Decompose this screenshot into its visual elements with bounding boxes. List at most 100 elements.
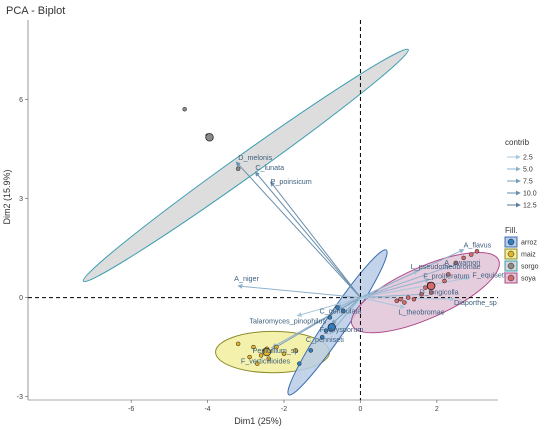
- variable-label-F_verticillioides: F_verticillioides: [241, 357, 291, 366]
- variable-arrow-P_poinsicum: [270, 181, 361, 298]
- data-point-maiz: [293, 348, 298, 353]
- variable-arrow-C_lunata: [254, 171, 361, 298]
- x-tick-label: -6: [128, 406, 134, 413]
- data-point-arroz: [319, 334, 325, 340]
- variable-label-F_oxysporum: F_oxysporum: [320, 325, 364, 334]
- x-tick-label: -2: [281, 406, 287, 413]
- data-point-soya: [405, 295, 411, 300]
- fill-legend-point: [507, 274, 515, 282]
- contrib-legend-label: 7.5: [523, 179, 533, 186]
- variable-arrow-D_longicolla: [360, 291, 425, 299]
- data-point-arroz: [297, 361, 302, 366]
- data-point-soya: [461, 255, 466, 261]
- centroid-soya: [426, 281, 436, 291]
- variable-label-L_theobromae: L_theobromae: [398, 307, 444, 316]
- fill-legend-label: soya: [521, 276, 536, 283]
- data-point-soya: [442, 278, 447, 284]
- data-point-maiz: [247, 354, 252, 360]
- x-tick-label: -4: [204, 406, 210, 413]
- data-point-maiz: [235, 341, 241, 347]
- data-point-maiz: [274, 344, 279, 350]
- variable-arrow-D_melonis: [235, 161, 361, 298]
- variable-label-C_penniseti: C_penniseti: [306, 335, 344, 344]
- variable-arrow-A_niger: [237, 283, 361, 299]
- variable-arrow-F_proliferatum: [360, 278, 431, 299]
- data-point-soya: [394, 298, 399, 304]
- y-tick-label: 0: [19, 295, 23, 302]
- variable-arrow-A_flavus: [360, 249, 465, 299]
- contrib-legend-label: 2.5: [523, 155, 533, 162]
- variable-arrow-A_awamori: [360, 265, 452, 299]
- data-point-soya: [411, 296, 417, 302]
- data-point-sorgo: [182, 106, 187, 112]
- data-point-arroz: [327, 315, 333, 320]
- centroid-sorgo: [205, 133, 214, 142]
- contrib-legend-title: contrib: [505, 138, 530, 147]
- chart-title: PCA - Biplot: [6, 5, 65, 17]
- data-point-soya: [428, 290, 434, 295]
- fill-legend-point: [507, 262, 515, 270]
- fill-legend-point: [507, 250, 515, 258]
- contrib-legend-label: 12.5: [523, 203, 537, 210]
- data-point-soya: [469, 252, 474, 257]
- variable-label-C_lunata: C_lunata: [255, 163, 284, 172]
- fill-legend-title: Fill.: [505, 226, 517, 235]
- variable-label-P_poinsicum: P_poinsicum: [271, 177, 312, 186]
- fill-legend-point: [507, 238, 515, 246]
- data-point-maiz: [281, 351, 287, 356]
- data-point-soya: [402, 300, 407, 305]
- variable-label-F_equiseti: F_equiseti: [472, 271, 506, 280]
- centroid-maiz: [262, 347, 272, 357]
- fill-legend-label: maiz: [521, 252, 536, 259]
- variable-label-F_proliferatum: F_proliferatum: [423, 271, 469, 280]
- variable-arrow-L_theobromae: [360, 297, 406, 310]
- data-point-maiz: [251, 344, 256, 350]
- variable-label-Talaromyces_pinophilus: Talaromyces_pinophilus: [249, 317, 326, 326]
- data-point-soya: [453, 260, 459, 266]
- fill-legend-label: sorgo: [521, 264, 539, 271]
- data-point-arroz: [308, 348, 314, 353]
- data-point-soya: [398, 296, 403, 302]
- data-point-maiz: [255, 361, 260, 366]
- variable-label-A_awamori: A_awamori: [444, 258, 480, 267]
- data-point-arroz: [335, 305, 340, 310]
- variable-label-Diaporthe_sp: Diaporthe_sp: [454, 298, 497, 307]
- data-point-maiz: [258, 353, 264, 358]
- confidence-ellipse-soya: [350, 251, 500, 334]
- centroid-arroz: [327, 323, 336, 332]
- y-tick-label: 3: [19, 196, 23, 203]
- confidence-ellipse-sorgo: [82, 48, 409, 283]
- data-point-arroz: [323, 328, 329, 333]
- fill-legend-label: arroz: [521, 240, 537, 247]
- contrib-legend-label: 5.0: [523, 167, 533, 174]
- variable-arrow-F_oxysporum: [331, 297, 361, 325]
- variable-arrow-Talaromyces_pinophilus: [296, 297, 361, 317]
- x-axis-label: Dim1 (25%): [234, 416, 282, 426]
- variable-arrow-F_equiseti: [360, 276, 471, 299]
- x-tick-label: 0: [358, 406, 362, 413]
- data-point-soya: [419, 292, 424, 297]
- data-point-arroz: [340, 308, 346, 314]
- y-tick-label: 6: [19, 97, 23, 104]
- fill-legend: Fill. arroz maiz sorgo soya: [504, 226, 539, 284]
- variable-label-C_geniculata: C_geniculata: [320, 306, 362, 315]
- variable-label-D_melonis: D_melonis: [238, 153, 272, 162]
- data-point-soya: [446, 272, 451, 277]
- variable-label-Penicillium_sp: Penicillium_sp: [253, 346, 299, 355]
- y-tick-label: -3: [17, 394, 23, 401]
- contrib-legend-label: 10.0: [523, 191, 537, 198]
- data-point-soya: [474, 249, 480, 254]
- contrib-legend: contrib 2.5 5.0 7.5 10.0 12.5: [505, 138, 537, 210]
- x-tick-label: 2: [435, 406, 439, 413]
- variable-arrow-C_geniculata: [336, 297, 361, 309]
- variable-label-A_flavus: A_flavus: [464, 241, 492, 250]
- data-point-maiz: [266, 356, 271, 361]
- variable-label-D_longicolla: D_longicolla: [419, 287, 458, 296]
- data-point-sorgo: [235, 166, 241, 171]
- y-axis-label: Dim2 (15.9%): [2, 169, 12, 224]
- variable-label-L_pseudotheobromae: L_pseudotheobromae: [411, 262, 481, 271]
- variable-arrow-F_verticillioides: [264, 297, 361, 355]
- variable-label-A_niger: A_niger: [234, 274, 259, 283]
